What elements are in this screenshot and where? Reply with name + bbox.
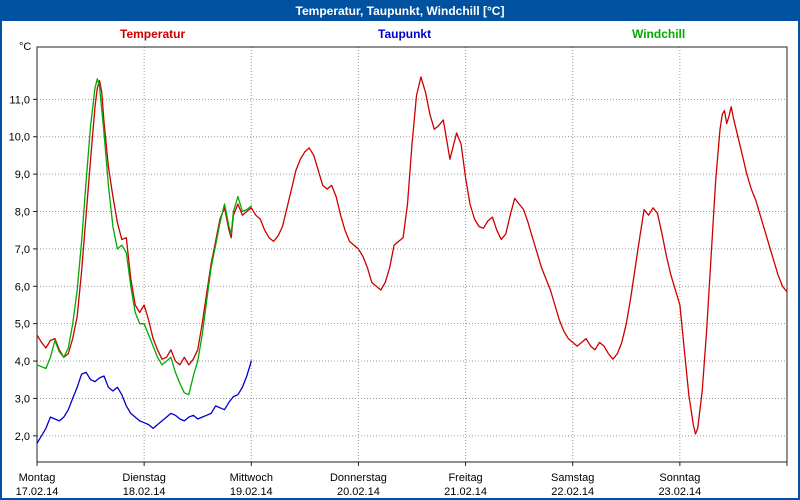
x-axis-day-label: Montag [19,472,56,484]
y-axis-label: 3,0 [15,393,30,405]
y-axis-label: 8,0 [15,207,30,219]
y-axis-label: 6,0 [15,281,30,293]
y-axis-label: 5,0 [15,319,30,331]
x-axis-day-label: Samstag [551,472,594,484]
x-axis-date-label: 20.02.14 [337,486,380,498]
y-axis-label: 4,0 [15,356,30,368]
y-axis-label: 10,0 [9,132,30,144]
x-axis-date-label: 18.02.14 [123,486,166,498]
y-axis-label: 2,0 [15,431,30,443]
series-line-temperatur [36,76,788,435]
y-axis-label: 11,0 [9,94,30,106]
y-axis-label: 9,0 [15,169,30,181]
series-line-taupunkt [36,360,252,444]
x-axis-date-label: 23.02.14 [658,486,701,498]
window-title: Temperatur, Taupunkt, Windchill [°C] [295,4,505,18]
x-axis-day-label: Dienstag [122,472,165,484]
plot-frame [36,46,788,463]
x-axis-day-label: Sonntag [659,472,700,484]
x-axis-day-label: Donnerstag [330,472,387,484]
x-axis-date-label: 17.02.14 [16,486,59,498]
x-axis-day-label: Mittwoch [230,472,273,484]
legend-windchill: Windchill [632,27,686,41]
legend-temperatur: Temperatur [120,27,186,41]
y-axis-label: 7,0 [15,244,30,256]
x-axis-date-label: 22.02.14 [551,486,594,498]
x-axis-date-label: 21.02.14 [444,486,487,498]
x-axis-date-label: 19.02.14 [230,486,273,498]
title-bar: Temperatur, Taupunkt, Windchill [°C] [2,2,798,21]
legend-taupunkt: Taupunkt [378,27,432,41]
x-axis-day-label: Freitag [448,472,482,484]
series-line-windchill [36,78,252,396]
y-axis-unit-label: °C [19,41,31,53]
